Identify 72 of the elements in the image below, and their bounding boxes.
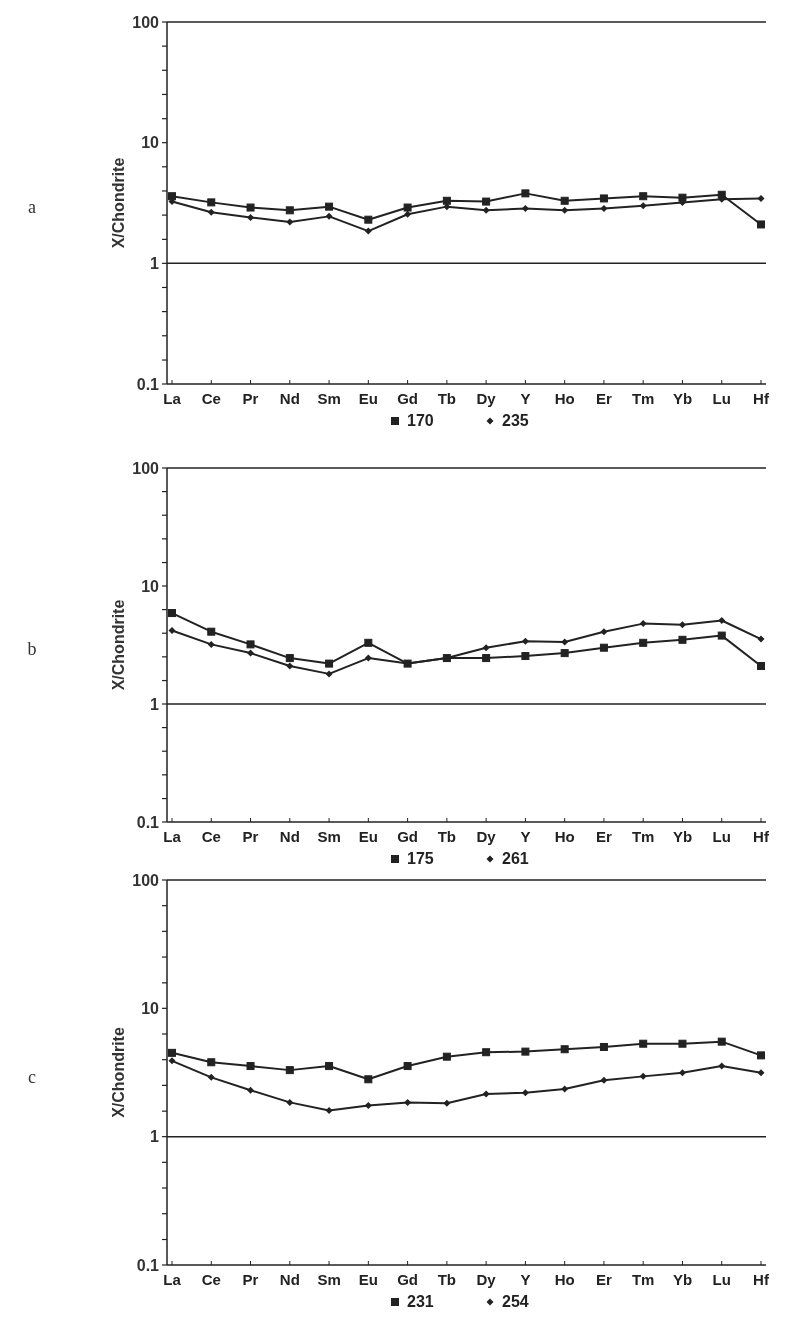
x-tick-label: Yb [672,828,693,845]
x-tick-label: Er [596,1271,613,1288]
legend-label: 231 [407,1293,434,1310]
x-tick-label: Yb [672,390,693,407]
text: a [28,197,36,217]
x-tick-label: Ho [554,1271,575,1288]
x-tick-label: Tb [437,828,457,845]
y-axis-title: X/Chondrite [110,599,127,691]
legend-label: 235 [502,412,529,429]
x-tick-label: Hf [753,390,770,407]
x-tick-label: Hf [753,1271,770,1288]
x-tick-label: Sm [317,828,341,845]
x-tick-label: Sm [317,390,341,407]
x-tick-label: Gd [397,390,419,407]
y-tick-label: 10 [141,577,160,595]
x-tick-label: Dy [476,828,497,845]
y-tick-label: 1 [150,695,160,713]
x-tick-label: Er [596,828,613,845]
y-tick-label: 0.1 [136,813,160,831]
x-tick-label: La [163,1271,182,1288]
x-tick-label: La [163,828,182,845]
y-tick-label: 1 [150,1128,160,1146]
x-tick-label: Y [520,828,531,845]
x-tick-label: Hf [753,828,770,845]
y-tick-label: 1 [150,254,160,272]
x-tick-label: Tm [631,828,655,845]
y-axis-title: X/Chondrite [110,1027,127,1118]
x-tick-label: Pr [242,1271,259,1288]
x-tick-label: La [163,390,182,407]
y-tick-label: 100 [132,459,160,477]
x-tick-label: Ce [201,390,221,407]
x-tick-label: Lu [712,828,731,845]
x-tick-label: Sm [317,1271,341,1288]
x-tick-label: Yb [672,1271,693,1288]
x-tick-label: Lu [712,390,731,407]
x-tick-label: Ce [201,1271,221,1288]
x-tick-label: Gd [397,1271,419,1288]
x-tick-label: Eu [358,390,378,407]
x-tick-label: Y [520,390,531,407]
y-tick-label: 0.1 [136,1256,160,1274]
y-tick-label: 10 [141,134,160,152]
y-tick-label: 0.1 [136,375,160,393]
x-tick-label: Tm [631,390,655,407]
legend-label: 261 [502,850,529,867]
x-tick-label: Pr [242,390,259,407]
y-tick-label: 100 [132,13,160,31]
x-tick-label: Ce [201,828,221,845]
legend-label: 175 [407,850,434,867]
x-tick-label: Tb [437,390,457,407]
x-tick-label: Nd [279,390,300,407]
x-tick-label: Er [596,390,613,407]
x-tick-label: Ho [554,828,575,845]
x-tick-label: Tb [437,1271,457,1288]
x-tick-label: Y [520,1271,531,1288]
x-tick-label: Dy [476,390,497,407]
legend-label: 254 [502,1293,529,1310]
text: c [28,1066,36,1087]
x-tick-label: Lu [712,1271,731,1288]
y-tick-label: 100 [132,871,160,889]
text: b [27,639,37,659]
x-tick-label: Dy [476,1271,497,1288]
x-tick-label: Tm [631,1271,655,1288]
y-axis-title: X/Chondrite [110,157,127,249]
x-tick-label: Pr [242,828,259,845]
x-tick-label: Eu [358,1271,378,1288]
legend-label: 170 [407,412,434,429]
x-tick-label: Eu [358,828,378,845]
x-tick-label: Nd [279,828,300,845]
x-tick-label: Gd [397,828,419,845]
y-tick-label: 10 [141,999,160,1017]
x-tick-label: Nd [279,1271,300,1288]
x-tick-label: Ho [554,390,575,407]
